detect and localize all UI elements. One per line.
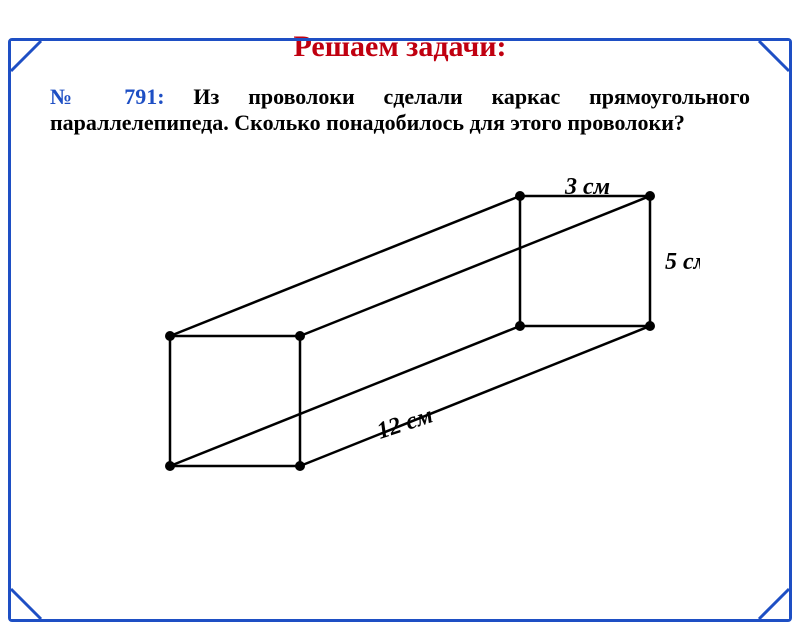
dim-label-height: 5 см: [665, 249, 700, 275]
parallelepiped-diagram: 3 см 5 см 12 см: [0, 166, 800, 516]
parallelepiped-svg: 3 см 5 см 12 см: [100, 166, 700, 486]
corner-br-icon: [744, 574, 794, 624]
corner-tl-icon: [6, 36, 56, 86]
dim-label-length: 12 см: [374, 402, 436, 444]
corner-bl-icon: [6, 574, 56, 624]
corner-tr-icon: [744, 36, 794, 86]
dim-label-width: 3 см: [564, 174, 610, 200]
